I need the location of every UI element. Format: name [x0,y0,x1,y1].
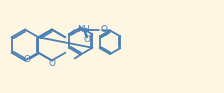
Text: O: O [84,35,90,44]
Text: O: O [24,55,31,64]
Text: O: O [48,58,55,68]
Text: NH: NH [77,25,90,34]
Text: O: O [101,25,108,34]
